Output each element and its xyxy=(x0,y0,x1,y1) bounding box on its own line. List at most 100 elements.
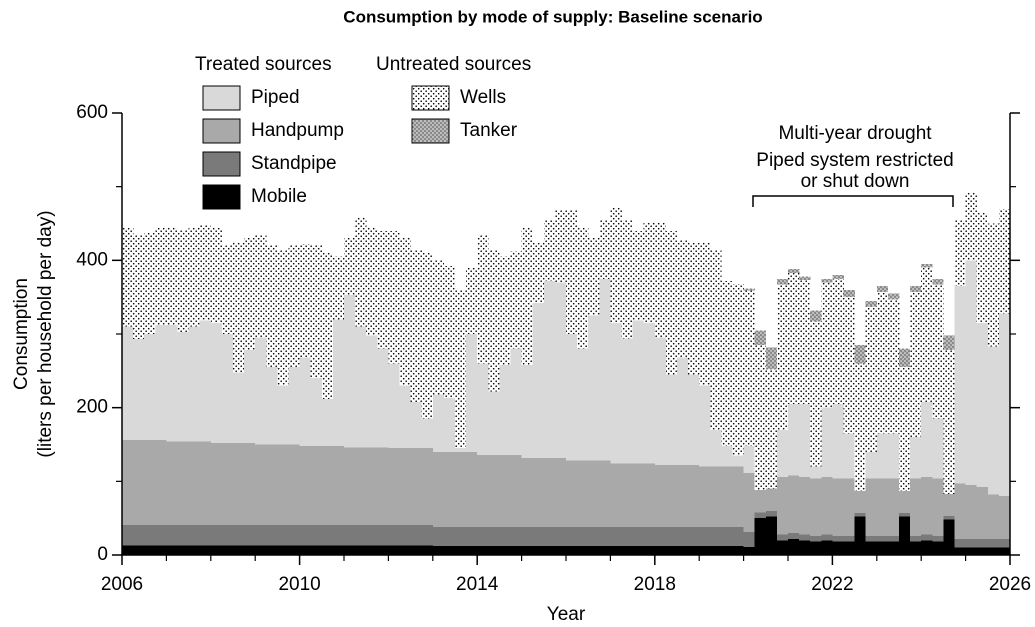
area-segment xyxy=(743,546,755,555)
area-segment xyxy=(965,260,977,486)
area-segment xyxy=(399,236,411,386)
area-segment xyxy=(765,516,778,555)
area-segment xyxy=(133,545,145,555)
area-segment xyxy=(621,546,633,555)
area-segment xyxy=(710,429,722,467)
legend-swatch xyxy=(411,85,450,111)
area-segment xyxy=(366,447,378,525)
area-segment xyxy=(976,547,989,555)
area-segment xyxy=(710,527,722,547)
area-segment xyxy=(421,545,434,555)
area-segment xyxy=(810,541,822,555)
area-segment xyxy=(643,527,656,547)
area-segment xyxy=(799,403,811,477)
area-segment xyxy=(887,478,900,536)
area-segment xyxy=(610,546,622,555)
area-segment xyxy=(399,545,411,555)
area-segment xyxy=(566,460,578,528)
area-segment xyxy=(210,443,223,525)
area-segment xyxy=(621,338,633,464)
area-segment xyxy=(910,286,922,293)
area-segment xyxy=(754,330,767,346)
area-segment xyxy=(122,326,134,441)
area-segment xyxy=(177,524,189,546)
area-segment xyxy=(843,289,855,298)
area-segment xyxy=(754,345,767,491)
area-segment xyxy=(521,227,533,365)
area-segment xyxy=(987,346,1000,495)
area-segment xyxy=(621,219,633,339)
area-segment xyxy=(643,463,656,528)
area-segment xyxy=(654,337,667,466)
area-segment xyxy=(554,282,567,458)
area-segment xyxy=(455,448,467,452)
area-segment xyxy=(310,545,323,555)
area-segment xyxy=(266,524,278,546)
area-segment xyxy=(144,233,156,334)
area-segment xyxy=(177,545,189,555)
chart-title: Consumption by mode of supply: Baseline … xyxy=(343,7,762,26)
area-segment xyxy=(499,364,511,455)
area-segment xyxy=(677,357,689,466)
area-segment xyxy=(643,222,656,323)
area-segment xyxy=(277,524,289,546)
area-segment xyxy=(255,524,267,546)
area-segment xyxy=(210,524,223,546)
area-segment xyxy=(543,280,556,458)
area-segment xyxy=(166,545,178,555)
area-segment xyxy=(854,490,866,514)
area-segment xyxy=(887,299,900,434)
area-segment xyxy=(410,249,422,402)
area-segment xyxy=(688,546,700,555)
area-segment xyxy=(821,476,833,535)
area-segment xyxy=(199,545,212,555)
area-segment xyxy=(776,534,789,541)
area-segment xyxy=(355,545,367,555)
area-segment xyxy=(654,546,667,555)
area-segment xyxy=(388,448,400,525)
area-segment xyxy=(998,496,1011,539)
area-segment xyxy=(654,465,667,528)
area-segment xyxy=(932,418,944,479)
area-segment xyxy=(410,401,422,449)
y-axis-label: (liters per household per day) xyxy=(35,210,56,457)
area-segment xyxy=(688,374,700,466)
area-segment xyxy=(144,545,156,555)
area-segment xyxy=(943,350,955,494)
area-segment xyxy=(554,457,567,528)
area-segment xyxy=(554,546,567,555)
area-segment xyxy=(721,527,733,547)
area-segment xyxy=(910,541,922,555)
area-segment xyxy=(899,490,911,514)
area-segment xyxy=(321,524,334,546)
area-segment xyxy=(233,241,245,373)
area-segment xyxy=(310,445,323,525)
area-segment xyxy=(599,546,611,555)
area-segment xyxy=(710,546,722,555)
area-segment xyxy=(388,545,400,555)
area-segment xyxy=(577,460,589,528)
legend-label: Wells xyxy=(460,87,506,108)
area-segment xyxy=(677,465,689,528)
area-segment xyxy=(632,230,644,321)
area-segment xyxy=(799,540,811,555)
area-segment xyxy=(887,433,900,479)
area-segment xyxy=(133,440,145,525)
area-segment xyxy=(887,535,900,542)
area-segment xyxy=(421,524,434,546)
annotation: Multi-year drought xyxy=(778,123,932,144)
area-segment xyxy=(244,524,256,546)
area-segment xyxy=(310,524,323,546)
area-segment xyxy=(743,473,755,533)
area-segment xyxy=(477,234,489,364)
y-tick-label: 200 xyxy=(76,397,108,418)
area-segment xyxy=(443,398,456,452)
area-segment xyxy=(366,227,378,336)
area-segment xyxy=(910,437,922,479)
area-segment xyxy=(899,516,911,555)
area-segment xyxy=(610,463,622,528)
area-segment xyxy=(832,535,844,542)
area-segment xyxy=(332,524,345,546)
area-segment xyxy=(332,256,345,320)
area-segment xyxy=(954,538,966,548)
